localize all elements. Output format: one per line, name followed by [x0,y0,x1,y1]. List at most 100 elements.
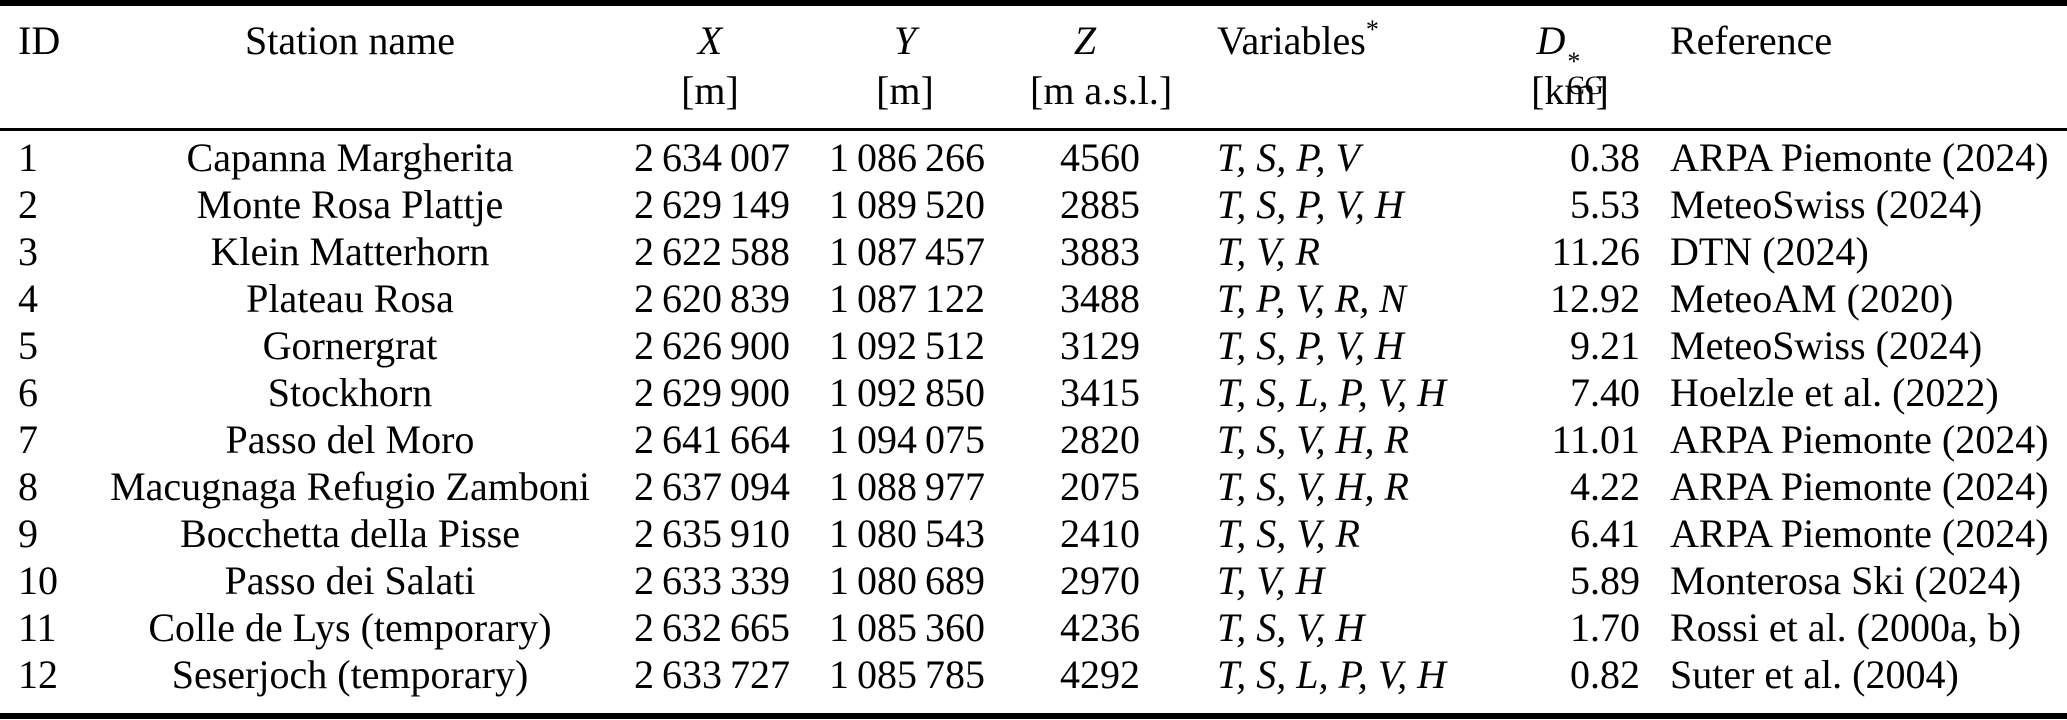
cell-z: 3415 [1060,370,1140,415]
cell-y: 1 085 785 [828,652,985,697]
cell-id: 2 [18,182,38,227]
table-row: 1 Capanna Margherita 2 634 007 1 086 266… [0,130,2067,182]
cell-dcg: 11.26 [1551,229,1640,274]
cell-z: 2820 [1060,417,1140,462]
cell-x: 2 634 007 [633,135,790,180]
cell-variables: T, S, L, P, V, H [1217,652,1446,697]
cell-x: 2 620 839 [633,276,790,321]
cell-id: 4 [18,276,38,321]
cell-id: 8 [18,464,38,509]
cell-reference: Rossi et al. (2000a, b) [1670,605,2022,650]
cell-x: 2 635 910 [633,511,790,556]
table-body: 1 Capanna Margherita 2 634 007 1 086 266… [0,130,2067,717]
cell-station: Capanna Margherita [186,135,514,180]
cell-reference: ARPA Piemonte (2024) [1670,464,2049,509]
cell-reference: Hoelzle et al. (2022) [1670,370,1999,415]
cell-variables: T, S, V, R [1217,511,1360,556]
column-header-dcg: D * CG [km] [1500,3,1640,131]
cell-z: 3488 [1060,276,1140,321]
cell-dcg: 9.21 [1570,323,1640,368]
cell-dcg: 12.92 [1550,276,1640,321]
cell-y: 1 089 520 [828,182,985,227]
cell-dcg: 0.38 [1570,135,1640,180]
column-header-y: Y [m] [790,3,985,131]
table-row: 12 Seserjoch (temporary) 2 633 727 1 085… [0,651,2067,716]
cell-variables: T, P, V, R, N [1217,276,1406,321]
cell-z: 2885 [1060,182,1140,227]
cell-dcg: 0.82 [1570,652,1640,697]
table-row: 9 Bocchetta della Pisse 2 635 910 1 080 … [0,510,2067,557]
cell-station: Bocchetta della Pisse [180,511,520,556]
cell-dcg: 4.22 [1570,464,1640,509]
cell-x: 2 622 588 [633,229,790,274]
cell-station: Stockhorn [267,370,433,415]
cell-x: 2 641 664 [633,417,790,462]
cell-y: 1 086 266 [828,135,985,180]
table-row: 11 Colle de Lys (temporary) 2 632 665 1 … [0,604,2067,651]
cell-z: 2410 [1060,511,1140,556]
cell-variables: T, S, V, H [1217,605,1365,650]
cell-x: 2 632 665 [633,605,790,650]
cell-y: 1 087 122 [828,276,985,321]
table-row: 7 Passo del Moro 2 641 664 1 094 075 282… [0,416,2067,463]
column-header-station-name: Station name [70,3,630,131]
cell-z: 3883 [1060,229,1140,274]
cell-y: 1 087 457 [828,229,985,274]
cell-z: 4292 [1060,652,1140,697]
cell-y: 1 080 543 [828,511,985,556]
column-header-x: X [m] [630,3,790,131]
cell-y: 1 092 512 [828,323,985,368]
table-row: 5 Gornergrat 2 626 900 1 092 512 3129 T,… [0,322,2067,369]
cell-y: 1 080 689 [828,558,985,603]
cell-station: Passo dei Salati [224,558,476,603]
cell-id: 1 [18,135,38,180]
cell-z: 2075 [1060,464,1140,509]
cell-x: 2 633 339 [633,558,790,603]
cell-station: Gornergrat [262,323,438,368]
cell-z: 4560 [1060,135,1140,180]
cell-variables: T, S, V, H, R [1217,464,1409,509]
cell-reference: MeteoSwiss (2024) [1670,182,1983,227]
cell-id: 3 [18,229,38,274]
column-header-z: Z [m a.s.l.] [985,3,1172,131]
table-row: 10 Passo dei Salati 2 633 339 1 080 689 … [0,557,2067,604]
cell-dcg: 11.01 [1551,417,1640,462]
cell-id: 5 [18,323,38,368]
cell-station: Colle de Lys (temporary) [148,605,552,650]
table-row: 8 Macugnaga Refugio Zamboni 2 637 094 1 … [0,463,2067,510]
cell-reference: MeteoAM (2020) [1670,276,1954,321]
cell-x: 2 626 900 [633,323,790,368]
cell-id: 11 [18,605,57,650]
cell-dcg: 5.53 [1570,182,1640,227]
cell-variables: T, S, V, H, R [1217,417,1409,462]
cell-station: Seserjoch (temporary) [171,652,529,697]
cell-id: 10 [18,558,58,603]
cell-z: 4236 [1060,605,1140,650]
cell-id: 6 [18,370,38,415]
header-row: ID Station name X [m] Y [m] Z [m a.s [0,3,2067,131]
table-row: 3 Klein Matterhorn 2 622 588 1 087 457 3… [0,228,2067,275]
cell-dcg: 5.89 [1570,558,1640,603]
cell-variables: T, S, P, V [1217,135,1360,180]
cell-reference: Suter et al. (2004) [1670,652,1959,697]
cell-variables: T, S, P, V, H [1217,182,1404,227]
cell-x: 2 629 149 [633,182,790,227]
cell-variables: T, V, H [1217,558,1325,603]
cell-variables: T, S, L, P, V, H [1217,370,1446,415]
column-header-reference: Reference [1640,3,2067,131]
table-row: 4 Plateau Rosa 2 620 839 1 087 122 3488 … [0,275,2067,322]
cell-station: Passo del Moro [225,417,475,462]
cell-z: 3129 [1060,323,1140,368]
table-row: 6 Stockhorn 2 629 900 1 092 850 3415 T, … [0,369,2067,416]
column-header-id: ID [0,3,70,131]
table-row: 2 Monte Rosa Plattje 2 629 149 1 089 520… [0,181,2067,228]
cell-y: 1 092 850 [828,370,985,415]
table-header: ID Station name X [m] Y [m] Z [m a.s [0,3,2067,131]
cell-y: 1 094 075 [828,417,985,462]
cell-reference: ARPA Piemonte (2024) [1670,135,2049,180]
cell-variables: T, S, P, V, H [1217,323,1404,368]
cell-station: Plateau Rosa [246,276,454,321]
cell-reference: DTN (2024) [1670,229,1869,274]
